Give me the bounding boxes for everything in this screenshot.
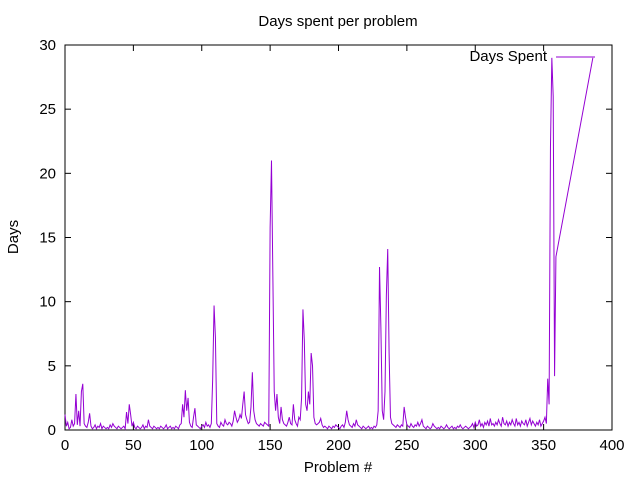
legend: Days Spent bbox=[469, 48, 595, 65]
x-tick-label: 400 bbox=[599, 437, 624, 454]
x-axis-label: Problem # bbox=[304, 459, 373, 476]
x-tick-label: 300 bbox=[463, 437, 488, 454]
legend-label: Days Spent bbox=[469, 48, 547, 65]
y-tick-label: 30 bbox=[39, 37, 56, 54]
y-tick-label: 15 bbox=[39, 230, 56, 247]
x-tick-label: 100 bbox=[189, 437, 214, 454]
x-tick-label: 150 bbox=[258, 437, 283, 454]
plot-frame bbox=[64, 44, 613, 431]
x-tick-label: 350 bbox=[531, 437, 556, 454]
y-axis-label: Days bbox=[5, 220, 22, 254]
x-tick-label: 50 bbox=[125, 437, 142, 454]
y-tick-label: 20 bbox=[39, 165, 56, 182]
x-tick-label: 0 bbox=[61, 437, 69, 454]
axis-ticks: 0 50 100 150 200 250 300 350 400 0 5 10 15 20 25 30 bbox=[39, 37, 624, 454]
x-tick-label: 200 bbox=[326, 437, 351, 454]
series-layer bbox=[64, 57, 594, 431]
y-tick-label: 10 bbox=[39, 294, 56, 311]
y-tick-label: 5 bbox=[48, 358, 56, 375]
y-tick-label: 25 bbox=[39, 101, 56, 118]
chart-title: Days spent per problem bbox=[258, 13, 417, 30]
y-tick-label: 0 bbox=[48, 422, 56, 439]
series-line-days-spent bbox=[64, 57, 594, 431]
x-tick-label: 250 bbox=[394, 437, 419, 454]
